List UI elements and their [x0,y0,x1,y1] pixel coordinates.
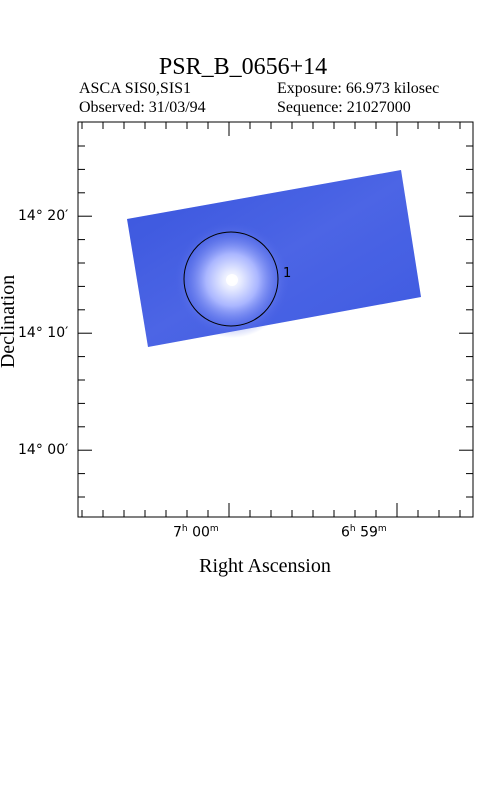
observed-label: Observed: 31/03/94 [79,99,206,116]
x-tick-label: 6h 59m [341,524,387,541]
source-region-circle [183,231,279,327]
plot-title: PSR_B_0656+14 [158,54,328,80]
x-axis-title: Right Ascension [199,555,331,577]
y-axis-title: Declination [0,274,20,369]
instrument-label: ASCA SIS0,SIS1 [79,80,192,97]
source-label: 1 [283,266,292,281]
axis-ticks [78,122,473,517]
sequence-label: Sequence: 21027000 [277,99,411,116]
x-tick-label: 7h 00m [173,524,219,541]
y-tick-label: 14° 00′ [18,442,69,458]
y-tick-label: 14° 20′ [18,208,69,224]
y-tick-label: 14° 10′ [18,325,69,341]
exposure-label: Exposure: 66.973 kilosec [277,80,440,97]
plot-frame [77,121,474,518]
